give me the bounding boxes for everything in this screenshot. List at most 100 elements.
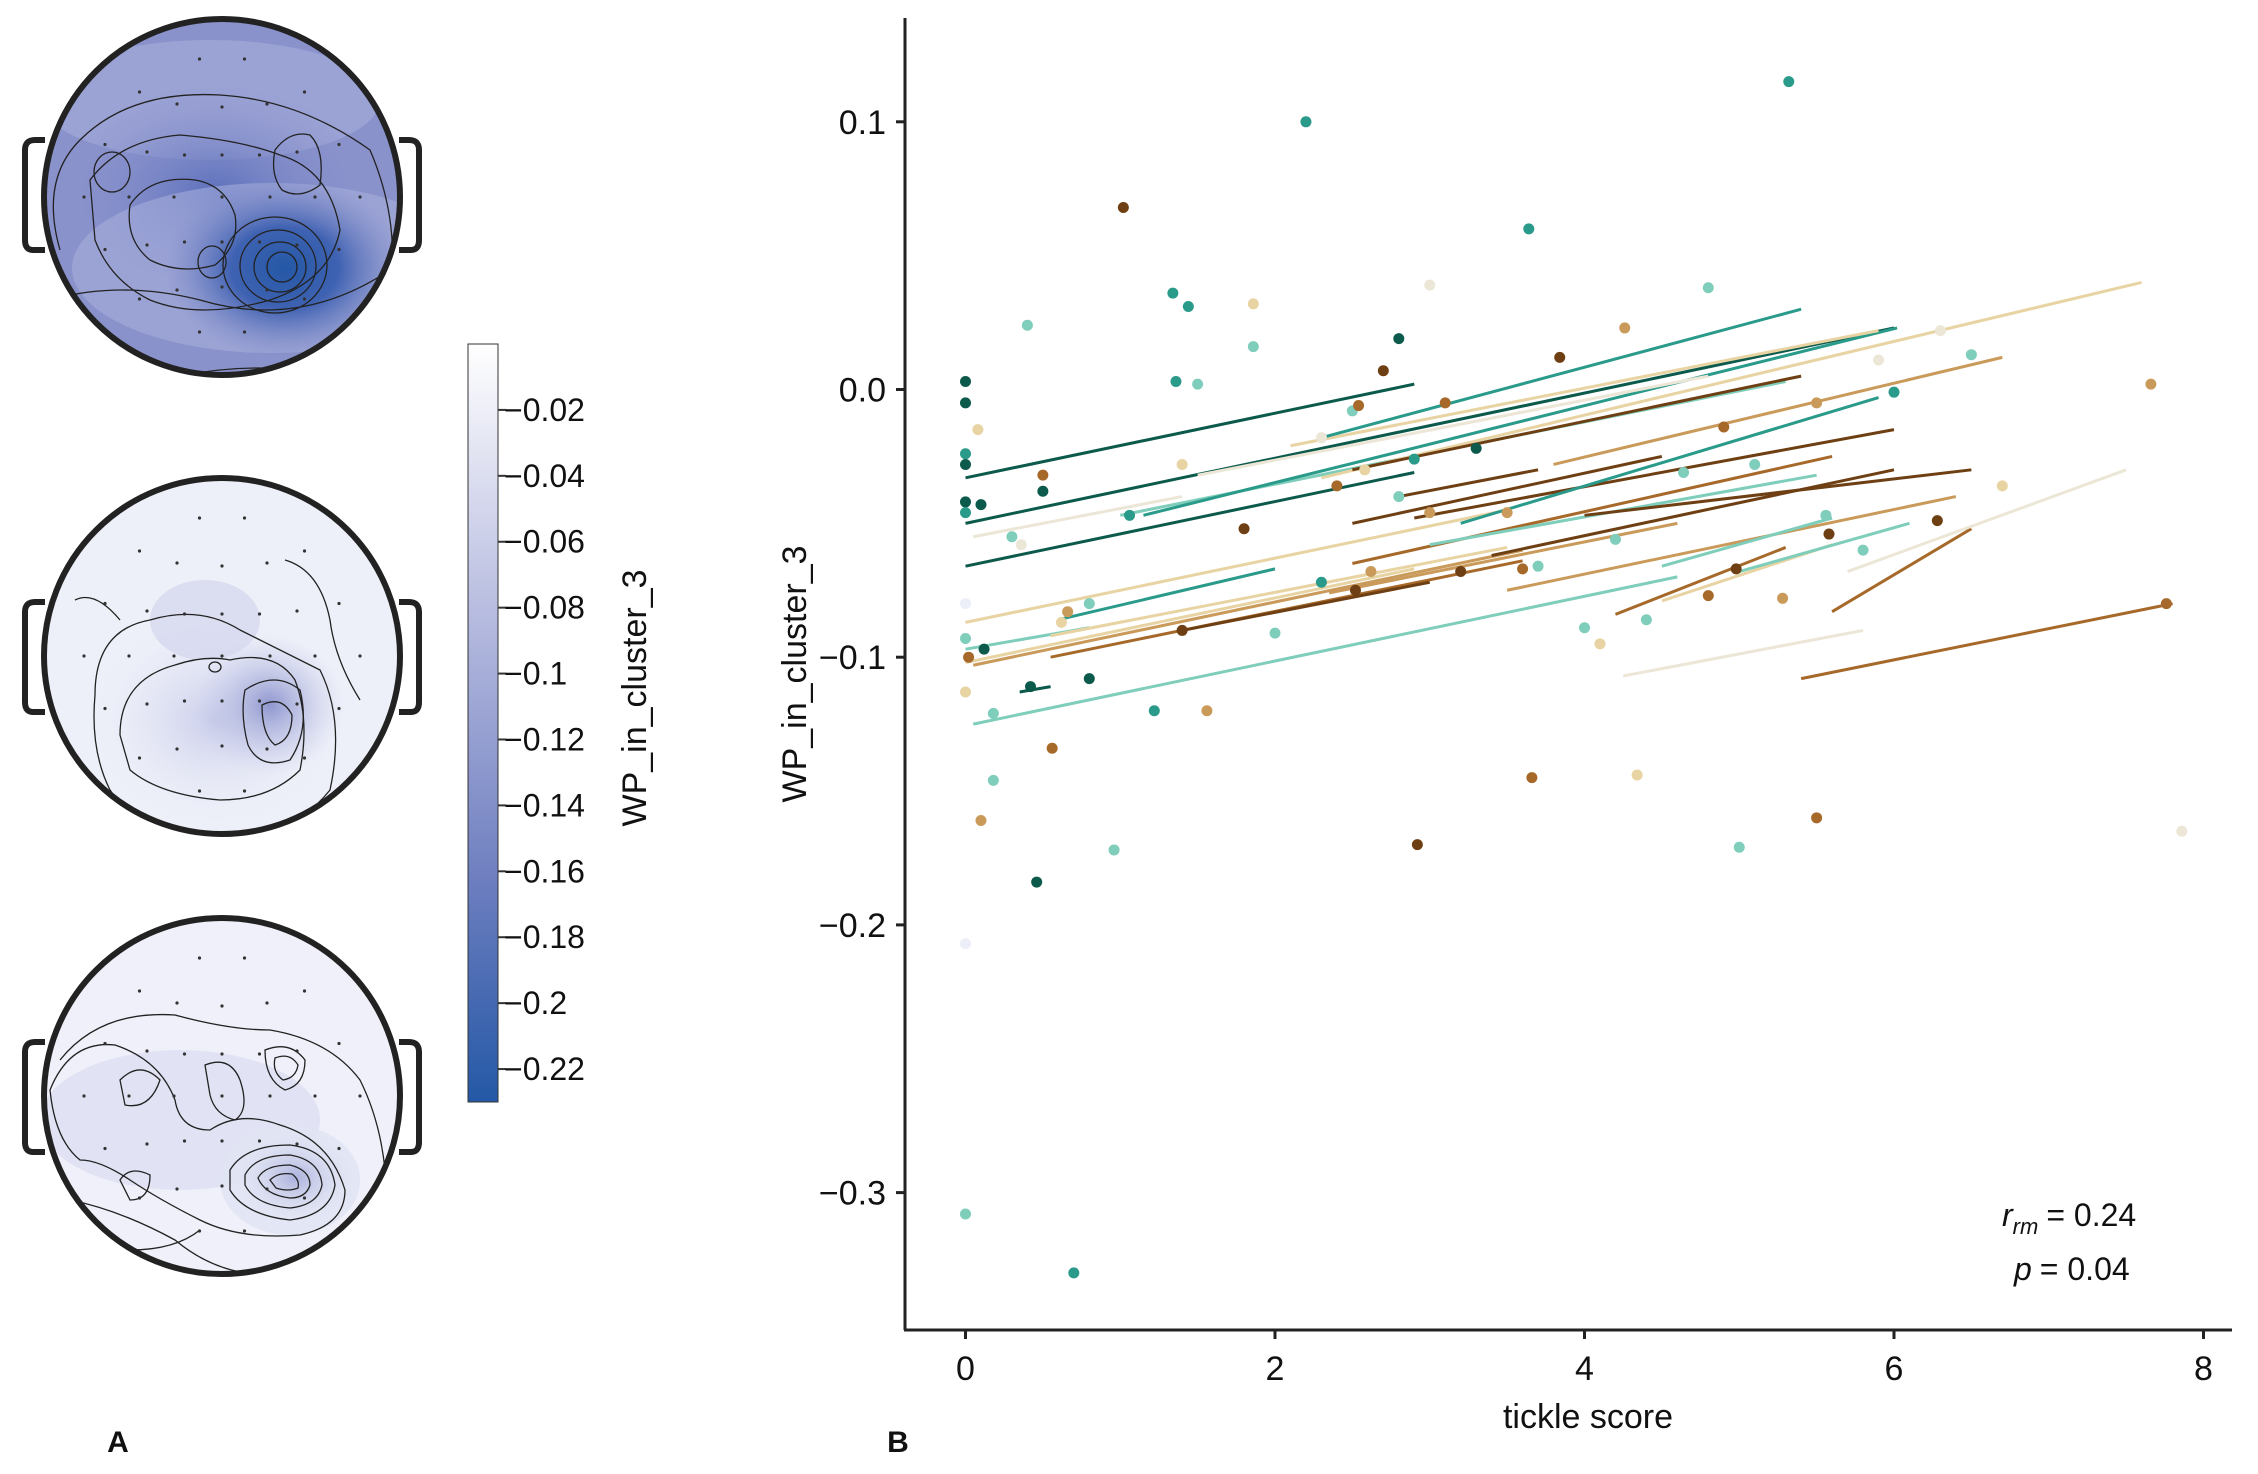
data-point — [1015, 539, 1027, 551]
electrode-dot — [295, 243, 299, 247]
regression-line — [965, 567, 1415, 665]
data-point — [1811, 397, 1823, 409]
ear-left-ultralight — [22, 1039, 45, 1155]
electrode-dot — [220, 612, 224, 616]
electrode-dot — [337, 601, 341, 606]
electrode-dot — [242, 516, 247, 520]
electrode-dot — [220, 105, 224, 109]
data-point — [2176, 825, 2188, 837]
colorbar-tick-label: −0.02 — [504, 392, 585, 428]
data-point — [2160, 598, 2172, 610]
regression-line — [1847, 468, 2127, 573]
data-point — [1811, 812, 1823, 824]
ear-left-fast — [22, 137, 45, 253]
electrode-dot — [220, 654, 224, 658]
electrode-dot — [172, 195, 176, 199]
electrode-dot — [197, 57, 202, 61]
electrode-dot — [145, 1142, 149, 1146]
electrode-dot — [302, 297, 307, 301]
electrode-dot — [175, 747, 179, 751]
data-point — [1108, 844, 1120, 856]
data-point — [1470, 442, 1482, 454]
data-point — [960, 448, 971, 460]
data-point — [2145, 378, 2157, 390]
electrode-dot — [182, 699, 187, 703]
electrode-dot — [82, 654, 86, 658]
electrode-sensors — [82, 57, 362, 1233]
electrode-dot — [182, 612, 187, 616]
data-point — [1783, 76, 1795, 88]
data-point — [1024, 681, 1036, 693]
x-tick-label: 6 — [1885, 1350, 1904, 1388]
electrode-dot — [265, 1001, 269, 1005]
electrode-dot — [197, 956, 202, 960]
electrode-dot — [175, 288, 179, 292]
electrode-dot — [257, 699, 262, 703]
ear-right-fast — [399, 137, 422, 253]
regression-line — [1460, 396, 1879, 525]
regression-line — [1143, 326, 1898, 517]
electrode-dot — [197, 1229, 202, 1233]
x-tick-label: 2 — [1266, 1350, 1285, 1388]
y-tick-label: 0.1 — [839, 104, 886, 142]
electrode-dot — [220, 240, 224, 244]
data-point — [1640, 614, 1652, 626]
data-point — [1331, 480, 1343, 492]
data-point — [1083, 598, 1095, 610]
data-point — [960, 397, 971, 409]
data-point — [960, 1208, 971, 1220]
data-point — [960, 507, 971, 519]
electrode-dot — [175, 561, 179, 565]
regression-line — [1661, 516, 1833, 568]
electrode-dot — [175, 1187, 179, 1191]
electrode-dot — [220, 1139, 224, 1143]
data-point — [1037, 469, 1049, 481]
data-point — [1170, 375, 1182, 387]
data-point — [1424, 507, 1436, 519]
electrode-dot — [313, 654, 317, 658]
data-point — [960, 496, 971, 508]
electrode-dot — [137, 90, 142, 94]
scatter-plot: 0.1 0.0 −0.1 −0.2 −0.3 0 2 4 6 8 tickle score WP… — [776, 18, 2232, 1436]
regression-line — [965, 508, 1508, 624]
topomap-field-fast — [44, 19, 400, 375]
data-point — [1046, 742, 1058, 754]
electrode-dot — [182, 1052, 187, 1056]
ear-right-ultralight — [399, 1039, 422, 1155]
electrode-dot — [182, 153, 187, 157]
electrode-dot — [302, 1196, 307, 1200]
data-point — [960, 938, 971, 950]
electrode-dot — [257, 153, 262, 157]
data-point — [1594, 638, 1606, 650]
electrode-dot — [145, 1049, 149, 1053]
data-point — [1182, 301, 1194, 313]
electrode-dot — [137, 989, 142, 993]
regression-line — [1321, 280, 2142, 480]
electrode-dot — [242, 956, 247, 960]
data-point — [963, 651, 975, 663]
regression-line — [1584, 468, 1972, 517]
data-point — [1501, 507, 1513, 519]
data-point — [1619, 322, 1631, 334]
regression-line — [1800, 602, 2173, 681]
colorbar-tick-label: −0.08 — [504, 590, 585, 626]
r-subscript: rm — [2013, 1214, 2039, 1239]
electrode-dot — [337, 1146, 341, 1151]
data-point — [1439, 397, 1451, 409]
electrode-dot — [197, 516, 202, 520]
electrode-dot — [197, 330, 202, 334]
p-symbol: p — [2013, 1251, 2032, 1287]
data-point — [960, 598, 971, 610]
electrode-dot — [82, 1094, 86, 1098]
electrode-dot — [295, 609, 299, 613]
electrode-dot — [358, 1094, 362, 1098]
data-point — [1523, 223, 1535, 235]
electrode-dot — [127, 195, 131, 199]
electrode-dot — [220, 1184, 224, 1188]
data-point — [1424, 279, 1436, 291]
data-point — [1455, 566, 1467, 578]
electrode-dot — [302, 756, 307, 760]
electrode-dot — [182, 1139, 187, 1143]
electrode-dot — [242, 1229, 247, 1233]
electrode-dot — [127, 1094, 131, 1098]
